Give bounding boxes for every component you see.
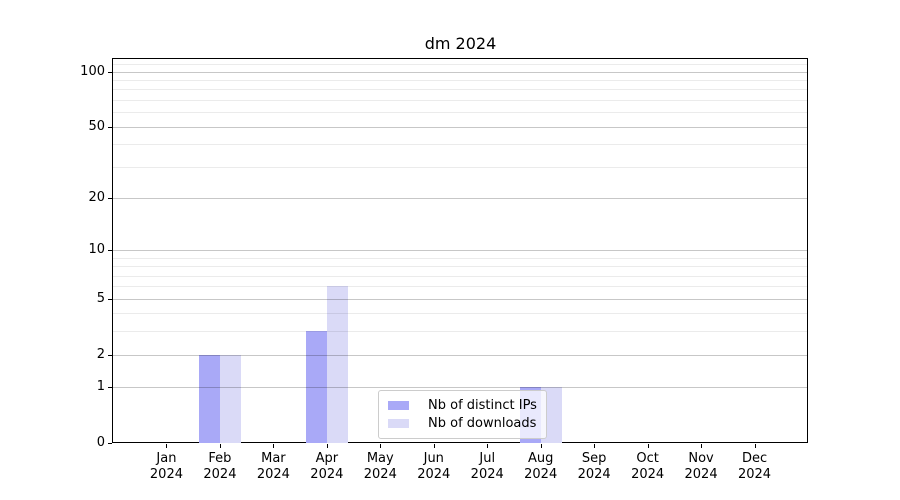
legend-label: Nb of downloads: [428, 416, 537, 431]
x-tick-month: Aug: [527, 451, 554, 466]
gridline-minor: [113, 79, 807, 81]
y-tick-mark: [108, 249, 112, 251]
x-tick-mark: [594, 444, 596, 448]
x-tick-year: 2024: [203, 467, 237, 482]
gridline-major: [113, 197, 807, 199]
x-tick-label: Feb 2024: [188, 451, 252, 483]
gridline-minor: [113, 99, 807, 101]
gridline-minor: [113, 89, 807, 91]
x-tick-month: Nov: [688, 451, 714, 466]
gridline-major: [113, 354, 807, 356]
gridline-major: [113, 126, 807, 128]
x-tick-mark: [380, 444, 382, 448]
x-tick-mark: [433, 444, 435, 448]
x-tick-month: May: [366, 451, 394, 466]
x-tick-month: Jun: [423, 451, 444, 466]
plot-area: [112, 58, 808, 443]
x-tick-label: Jul 2024: [455, 451, 519, 483]
x-tick-label: Mar 2024: [241, 451, 305, 483]
x-tick-year: 2024: [684, 467, 718, 482]
x-tick-year: 2024: [256, 467, 290, 482]
gridline-minor: [113, 257, 807, 259]
legend-swatch: [388, 419, 409, 428]
x-tick-mark: [273, 444, 275, 448]
x-tick-month: Mar: [261, 451, 286, 466]
legend-label: Nb of distinct IPs: [428, 398, 537, 413]
y-tick-label: 50: [88, 118, 105, 134]
grid-layer: [113, 59, 807, 442]
x-tick-mark: [219, 444, 221, 448]
gridline-minor: [113, 313, 807, 315]
x-tick-year: 2024: [470, 467, 504, 482]
y-tick-mark: [108, 197, 112, 199]
x-tick-mark: [540, 444, 542, 448]
gridline-minor: [113, 331, 807, 333]
x-tick-mark: [754, 444, 756, 448]
gridline-major: [113, 387, 807, 389]
x-tick-label: May 2024: [348, 451, 412, 483]
bar-distinct-ips: [305, 331, 327, 443]
x-tick-year: 2024: [363, 467, 397, 482]
x-tick-month: Jan: [156, 451, 177, 466]
y-tick-label: 100: [80, 63, 105, 79]
legend-item: Nb of downloads: [388, 415, 537, 432]
x-tick-label: Apr 2024: [295, 451, 359, 483]
x-tick-label: Jan 2024: [134, 451, 198, 483]
x-tick-month: Apr: [315, 451, 339, 466]
x-tick-label: Dec 2024: [723, 451, 787, 483]
gridline-major: [113, 298, 807, 300]
x-tick-mark: [647, 444, 649, 448]
chart-title: dm 2024: [424, 34, 497, 53]
y-tick-label: 20: [88, 189, 105, 205]
y-tick-label: 0: [96, 435, 105, 450]
gridline-minor: [113, 286, 807, 288]
gridline-minor: [113, 275, 807, 277]
bar-distinct-ips: [198, 354, 220, 443]
x-tick-mark: [166, 444, 168, 448]
gridline-minor: [113, 266, 807, 268]
x-tick-year: 2024: [417, 467, 451, 482]
gridline-minor: [113, 63, 807, 65]
x-tick-month: Jul: [479, 451, 496, 466]
y-tick-mark: [108, 354, 112, 356]
legend-item: Nb of distinct IPs: [388, 397, 537, 414]
bar-downloads: [326, 286, 348, 443]
y-tick-mark: [108, 71, 112, 73]
gridline-major: [113, 71, 807, 73]
y-tick-mark: [108, 298, 112, 300]
y-tick-label: 10: [88, 241, 105, 257]
gridline-minor: [113, 144, 807, 146]
x-tick-label: Jun 2024: [402, 451, 466, 483]
x-tick-label: Nov 2024: [669, 451, 733, 483]
x-tick-month: Sep: [581, 451, 607, 466]
y-tick-mark: [108, 387, 112, 389]
gridline-major: [113, 249, 807, 251]
y-tick-label: 2: [96, 346, 105, 362]
x-tick-month: Feb: [208, 451, 232, 466]
y-tick-label: 1: [96, 379, 105, 395]
y-tick-label: 5: [96, 290, 105, 306]
legend-swatch: [388, 401, 409, 410]
bar-downloads: [219, 354, 241, 443]
y-tick-mark: [108, 443, 112, 444]
x-tick-year: 2024: [310, 467, 344, 482]
gridline-minor: [113, 166, 807, 168]
x-tick-mark: [487, 444, 489, 448]
x-tick-mark: [326, 444, 328, 448]
gridline-minor: [113, 112, 807, 114]
x-tick-year: 2024: [524, 467, 558, 482]
x-tick-year: 2024: [737, 467, 772, 482]
x-tick-label: Aug 2024: [509, 451, 573, 483]
x-tick-month: Dec: [741, 451, 768, 466]
x-tick-mark: [701, 444, 703, 448]
legend: Nb of distinct IPs Nb of downloads: [378, 390, 547, 439]
x-tick-year: 2024: [149, 467, 183, 482]
x-tick-label: Oct 2024: [616, 451, 680, 483]
x-tick-month: Oct: [636, 451, 659, 466]
x-tick-year: 2024: [631, 467, 665, 482]
x-tick-label: Sep 2024: [562, 451, 626, 483]
y-tick-mark: [108, 126, 112, 128]
x-tick-year: 2024: [577, 467, 611, 482]
